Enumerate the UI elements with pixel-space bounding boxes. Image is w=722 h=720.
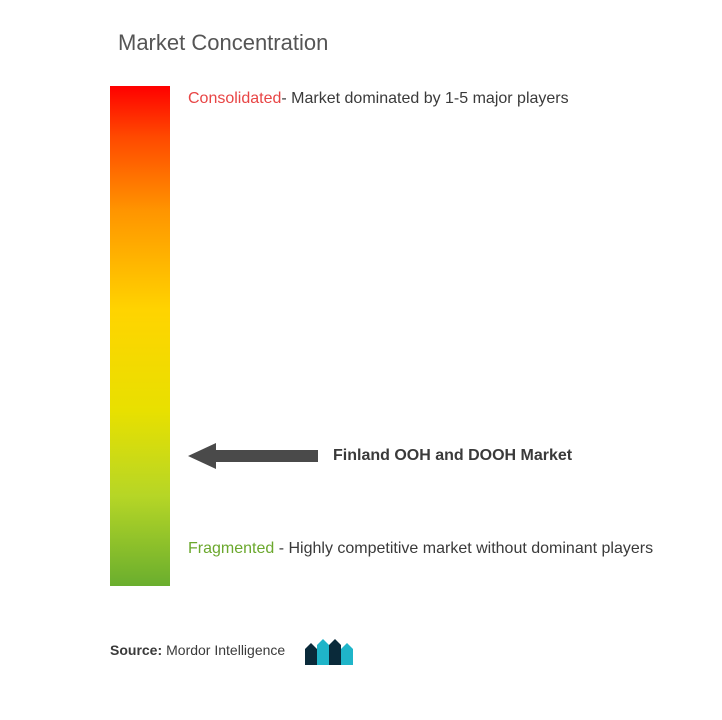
fragmented-desc: - Highly competitive market without domi… [274, 540, 653, 557]
page-title: Market Concentration [118, 30, 682, 56]
market-position-marker: Finland OOH and DOOH Market [188, 441, 572, 471]
consolidated-label: Consolidated- Market dominated by 1-5 ma… [188, 90, 569, 108]
consolidated-desc: - Market dominated by 1-5 major players [281, 90, 568, 107]
source-attribution: Source: Mordor Intelligence [110, 635, 353, 665]
market-name-label: Finland OOH and DOOH Market [333, 447, 572, 465]
source-label: Source: [110, 642, 162, 658]
mordor-logo-icon [305, 635, 353, 665]
gradient-bar [110, 86, 170, 586]
fragmented-keyword: Fragmented [188, 540, 274, 557]
fragmented-label: Fragmented - Highly competitive market w… [188, 536, 688, 562]
arrow-left-icon [188, 441, 318, 471]
source-name: Mordor Intelligence [166, 642, 285, 658]
concentration-diagram: Consolidated- Market dominated by 1-5 ma… [110, 86, 682, 596]
consolidated-keyword: Consolidated [188, 90, 281, 107]
